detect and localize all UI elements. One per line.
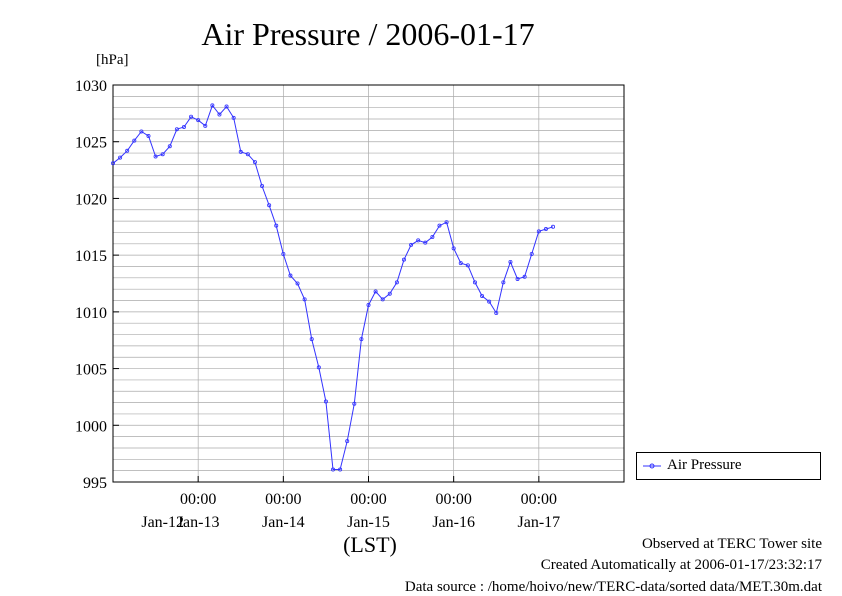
y-tick-label: 1015 [75, 248, 107, 265]
data-point [174, 127, 179, 132]
data-point [380, 297, 385, 302]
data-point [501, 280, 506, 285]
x-tick-date-label: Jan-14 [262, 514, 305, 531]
data-point [309, 337, 314, 342]
series-line [112, 104, 554, 470]
y-tick-label: 1010 [75, 305, 107, 322]
data-point [551, 224, 556, 229]
data-point [274, 223, 279, 228]
data-point [437, 223, 442, 228]
legend-swatch [643, 463, 661, 469]
data-point [472, 280, 477, 285]
data-point [536, 229, 541, 234]
y-tick-label: 1030 [75, 78, 107, 95]
data-point [359, 337, 364, 342]
data-point [444, 220, 449, 225]
data-point [210, 103, 215, 108]
data-point [338, 467, 343, 472]
chart-legend: Air Pressure [636, 452, 821, 480]
x-tick-time-label: 00:00 [265, 491, 301, 508]
data-point [316, 365, 321, 370]
data-point [323, 399, 328, 404]
data-point [331, 467, 336, 472]
data-point [508, 259, 513, 264]
chart-title: Air Pressure / 2006-01-17 [201, 16, 535, 52]
data-point [267, 203, 272, 208]
data-point [416, 238, 421, 243]
data-point [522, 274, 527, 279]
data-point [181, 124, 186, 129]
data-point [366, 303, 371, 308]
y-tick-label: 995 [83, 475, 107, 492]
data-point [231, 115, 236, 120]
x-tick-time-label: 00:00 [521, 491, 557, 508]
data-point [260, 183, 265, 188]
data-point [373, 289, 378, 294]
x-tick-time-label: 00:00 [350, 491, 386, 508]
data-point [387, 291, 392, 296]
data-point [352, 401, 357, 406]
data-point [139, 129, 144, 134]
data-point [196, 118, 201, 123]
data-point [224, 104, 229, 109]
x-tick-date-label: Jan-16 [432, 514, 475, 531]
x-tick-date-label: Jan-15 [347, 514, 390, 531]
data-point [480, 293, 485, 298]
y-tick-label: 1025 [75, 135, 107, 152]
data-point [132, 138, 137, 143]
legend-label: Air Pressure [667, 457, 742, 473]
data-point [160, 152, 165, 157]
footer-observed-site: Observed at TERC Tower site [641, 536, 822, 552]
data-point [288, 273, 293, 278]
data-point [167, 144, 172, 149]
data-point [238, 149, 243, 154]
y-axis-unit-label: [hPa] [96, 52, 129, 68]
data-point [465, 263, 470, 268]
data-point [189, 114, 194, 119]
data-point [125, 148, 130, 153]
data-point [345, 439, 350, 444]
x-axis-label: (LST) [343, 532, 397, 557]
data-point [302, 297, 307, 302]
data-point [430, 234, 435, 239]
footer-created-time: Created Automatically at 2006-01-17/23:3… [540, 557, 822, 573]
data-point [451, 246, 456, 251]
data-point [458, 261, 463, 266]
data-point [409, 242, 414, 247]
data-point [217, 112, 222, 117]
y-tick-label: 1000 [75, 418, 107, 435]
x-tick-time-label: 00:00 [435, 491, 471, 508]
data-point [423, 240, 428, 245]
data-point [494, 310, 499, 315]
data-point [252, 160, 257, 165]
x-tick-date-label: Jan-17 [518, 514, 561, 531]
data-point [394, 280, 399, 285]
data-point [543, 227, 548, 232]
data-point [118, 155, 123, 160]
data-point [515, 276, 520, 281]
data-point [153, 154, 158, 159]
y-tick-label: 1020 [75, 191, 107, 208]
data-point [295, 281, 300, 286]
data-point [401, 257, 406, 262]
x-tick-date-label: Jan-12 [141, 514, 184, 531]
x-tick-time-label: 00:00 [180, 491, 216, 508]
x-tick-date-label: Jan-13 [177, 514, 220, 531]
y-tick-label: 1005 [75, 362, 107, 379]
data-point [146, 134, 151, 139]
chart-grid [113, 85, 624, 482]
data-point [203, 123, 208, 128]
data-point [111, 161, 116, 166]
x-axis-ticks: 00:00 Jan-13 00:00 Jan-14 00:00 Jan-15 00:00 Ja… [141, 476, 560, 531]
data-point [281, 252, 286, 257]
data-point [487, 299, 492, 304]
series-air-pressure [111, 103, 556, 472]
y-axis-ticks: 995 1000 1005 1010 1015 1020 1025 1030 [75, 78, 119, 492]
data-point [529, 252, 534, 257]
data-point [245, 152, 250, 157]
footer-data-source: Data source : /home/hoivo/new/TERC-data/… [404, 579, 822, 595]
